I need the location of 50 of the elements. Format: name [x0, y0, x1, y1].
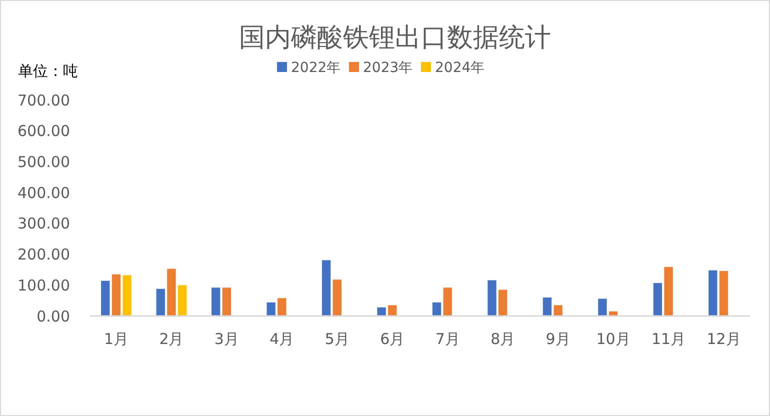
bar — [708, 270, 718, 316]
y-tick-label: 400.00 — [18, 184, 70, 202]
x-tick-label: 5月 — [324, 330, 350, 348]
bar — [332, 280, 342, 316]
bar — [443, 288, 452, 316]
bar — [212, 288, 220, 316]
x-tick-label: 4月 — [270, 330, 294, 348]
chart-title: 国内磷酸铁锂出口数据统计 — [239, 23, 551, 53]
bar — [554, 305, 562, 316]
bar — [432, 302, 442, 316]
x-tick-label: 12月 — [706, 330, 741, 348]
bar — [664, 266, 673, 316]
x-tick-label: 2月 — [159, 330, 184, 348]
x-tick-label: 10月 — [596, 330, 630, 348]
bar — [377, 307, 386, 316]
y-tick-label: 100.00 — [18, 276, 70, 294]
legend-label: 2024年 — [435, 60, 485, 76]
x-tick-label: 9月 — [546, 330, 570, 348]
bar — [498, 290, 508, 316]
bar — [542, 297, 552, 316]
y-tick-label: 300.00 — [18, 214, 70, 233]
y-tick-label: 600.00 — [18, 122, 70, 140]
bar — [266, 302, 276, 316]
bar — [122, 275, 132, 316]
x-tick-label: 8月 — [490, 330, 516, 348]
x-tick-label: 6月 — [380, 330, 405, 348]
y-axis-title: 单位：吨 — [18, 62, 78, 80]
y-tick-label: 200.00 — [18, 246, 70, 264]
y-tick-label: 500.00 — [18, 152, 70, 171]
x-tick-label: 3月 — [214, 330, 239, 348]
bar — [653, 282, 662, 316]
bar — [322, 260, 331, 316]
y-tick-label: 0.00 — [36, 307, 70, 326]
bar — [278, 298, 286, 316]
bar — [222, 288, 232, 316]
bar — [112, 274, 121, 316]
bar — [167, 268, 176, 316]
y-tick-label: 700.00 — [18, 91, 70, 110]
x-tick-label: 11月 — [651, 330, 686, 348]
bar — [598, 298, 607, 316]
bar — [156, 288, 165, 316]
x-tick-label: 1月 — [104, 330, 129, 348]
legend-label: 2023年 — [363, 60, 413, 76]
bar — [178, 285, 187, 316]
bar — [101, 280, 110, 316]
bar — [388, 305, 397, 316]
bar — [488, 280, 496, 316]
bar — [719, 270, 728, 316]
x-tick-label: 7月 — [435, 330, 460, 348]
legend-label: 2022年 — [291, 60, 341, 76]
